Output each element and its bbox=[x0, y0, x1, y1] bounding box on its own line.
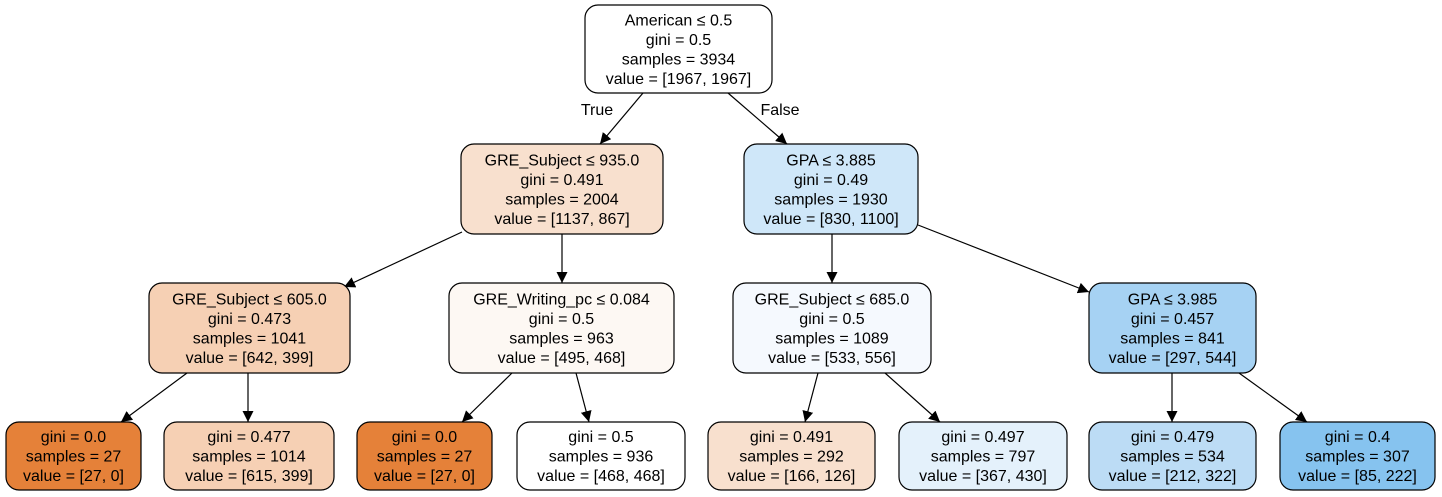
node-text-line: samples = 27 bbox=[26, 449, 122, 466]
node-text-line: GRE_Subject ≤ 935.0 bbox=[485, 152, 640, 169]
node-box bbox=[732, 282, 932, 374]
node-text-line: samples = 936 bbox=[549, 449, 654, 466]
node-text-line: samples = 841 bbox=[1120, 330, 1225, 347]
tree-node-n3: GRE_Subject ≤ 605.0 gini = 0.473 samples =… bbox=[148, 282, 351, 374]
node-text-line: samples = 1041 bbox=[193, 330, 307, 347]
node-text-line: gini = 0.4 bbox=[1325, 429, 1390, 446]
edge-label-false: False bbox=[760, 102, 799, 119]
node-text-line: samples = 1014 bbox=[192, 449, 306, 466]
node-text-line: value = [1967, 1967] bbox=[606, 71, 751, 88]
tree-node-l2: gini = 0.477 samples = 1014 value = [615, … bbox=[163, 421, 335, 491]
edge-n2-to-n6 bbox=[917, 224, 1090, 294]
node-text-line: value = [615, 399] bbox=[185, 468, 313, 485]
node-text-line: value = [1137, 867] bbox=[494, 211, 629, 228]
node-text-line: gini = 0.491 bbox=[520, 172, 603, 189]
edge-root-to-n2 bbox=[727, 92, 788, 145]
edge-n6-to-l8 bbox=[1238, 372, 1308, 423]
edge-n4-to-l3 bbox=[461, 372, 513, 423]
node-box bbox=[743, 143, 919, 235]
node-box bbox=[5, 421, 142, 491]
node-box bbox=[898, 421, 1068, 491]
node-text-line: GRE_Subject ≤ 685.0 bbox=[755, 291, 910, 308]
node-box bbox=[707, 421, 876, 491]
node-text-line: samples = 1930 bbox=[774, 191, 888, 208]
node-text-line: gini = 0.5 bbox=[799, 311, 864, 328]
node-text-line: value = [166, 126] bbox=[728, 468, 856, 485]
node-text-line: value = [27, 0] bbox=[374, 468, 475, 485]
node-text-line: value = [212, 322] bbox=[1109, 468, 1237, 485]
node-text-line: value = [367, 430] bbox=[919, 468, 1047, 485]
node-text-line: gini = 0.0 bbox=[392, 429, 457, 446]
tree-node-n1: GRE_Subject ≤ 935.0 gini = 0.491 samples =… bbox=[460, 143, 664, 235]
node-text-line: value = [27, 0] bbox=[23, 468, 124, 485]
node-text-line: gini = 0.479 bbox=[1131, 429, 1214, 446]
node-text-line: samples = 3934 bbox=[622, 51, 736, 68]
node-text-line: samples = 534 bbox=[1120, 449, 1225, 466]
edges bbox=[120, 92, 1308, 423]
node-text-line: value = [495, 468] bbox=[498, 350, 626, 367]
node-text-line: samples = 307 bbox=[1305, 449, 1410, 466]
nodes: American ≤ 0.5 gini = 0.5 samples = 3934 va… bbox=[5, 4, 1436, 491]
tree-node-n4: GRE_Writing_pc ≤ 0.084 gini = 0.5 samples … bbox=[448, 282, 675, 374]
node-text-line: samples = 2004 bbox=[505, 191, 619, 208]
node-text-line: gini = 0.5 bbox=[646, 32, 711, 49]
node-text-line: GRE_Writing_pc ≤ 0.084 bbox=[473, 291, 650, 308]
tree-node-l1: gini = 0.0 samples = 27 value = [27, 0] bbox=[5, 421, 142, 491]
node-text-line: gini = 0.491 bbox=[750, 429, 833, 446]
node-text-line: samples = 1089 bbox=[775, 330, 889, 347]
tree-node-n6: GPA ≤ 3.985 gini = 0.457 samples = 841 valu… bbox=[1088, 282, 1257, 374]
node-text-line: gini = 0.497 bbox=[941, 429, 1024, 446]
edge-n5-to-l5 bbox=[802, 372, 819, 423]
node-box bbox=[1088, 282, 1257, 374]
node-text-line: gini = 0.477 bbox=[207, 429, 290, 446]
edge-root-to-n1 bbox=[599, 92, 644, 145]
node-text-line: value = [533, 556] bbox=[768, 350, 896, 367]
edge-n5-to-l6 bbox=[884, 372, 941, 423]
edge-n4-to-l4 bbox=[575, 372, 592, 423]
edge-label-true: True bbox=[581, 102, 613, 119]
tree-node-l6: gini = 0.497 samples = 797 value = [367, 4… bbox=[898, 421, 1068, 491]
node-text-line: gini = 0.473 bbox=[208, 311, 291, 328]
node-text-line: GRE_Subject ≤ 605.0 bbox=[172, 291, 327, 308]
node-box bbox=[516, 421, 686, 491]
tree-node-root: American ≤ 0.5 gini = 0.5 samples = 3934 va… bbox=[584, 4, 773, 94]
node-text-line: value = [830, 1100] bbox=[763, 211, 898, 228]
node-box bbox=[1088, 421, 1257, 491]
edge-n3-to-l1 bbox=[120, 372, 188, 423]
node-text-line: samples = 292 bbox=[739, 449, 844, 466]
node-text-line: samples = 963 bbox=[509, 330, 614, 347]
node-box bbox=[148, 282, 351, 374]
node-text-line: GPA ≤ 3.885 bbox=[786, 152, 876, 169]
tree-node-l7: gini = 0.479 samples = 534 value = [212, 3… bbox=[1088, 421, 1257, 491]
tree-node-n2: GPA ≤ 3.885 gini = 0.49 samples = 1930 valu… bbox=[743, 143, 919, 235]
node-box bbox=[356, 421, 493, 491]
node-text-line: GPA ≤ 3.985 bbox=[1128, 291, 1218, 308]
node-text-line: gini = 0.49 bbox=[794, 172, 868, 189]
node-text-line: American ≤ 0.5 bbox=[625, 12, 733, 29]
node-text-line: samples = 797 bbox=[931, 449, 1036, 466]
node-box bbox=[163, 421, 335, 491]
node-text-line: samples = 27 bbox=[377, 449, 473, 466]
tree-node-l8: gini = 0.4 samples = 307 value = [85, 222] bbox=[1279, 421, 1436, 491]
node-box bbox=[584, 4, 773, 94]
tree-node-l5: gini = 0.491 samples = 292 value = [166, 1… bbox=[707, 421, 876, 491]
node-text-line: value = [85, 222] bbox=[1298, 468, 1417, 485]
node-box bbox=[1279, 421, 1436, 491]
tree-node-n5: GRE_Subject ≤ 685.0 gini = 0.5 samples = 1… bbox=[732, 282, 932, 374]
tree-node-l3: gini = 0.0 samples = 27 value = [27, 0] bbox=[356, 421, 493, 491]
node-box bbox=[460, 143, 664, 235]
node-text-line: value = [468, 468] bbox=[537, 468, 665, 485]
node-text-line: gini = 0.5 bbox=[529, 311, 594, 328]
edge-n1-to-n3 bbox=[343, 231, 463, 288]
tree-node-l4: gini = 0.5 samples = 936 value = [468, 468… bbox=[516, 421, 686, 491]
node-text-line: value = [297, 544] bbox=[1109, 350, 1237, 367]
node-text-line: value = [642, 399] bbox=[186, 350, 314, 367]
node-text-line: gini = 0.457 bbox=[1131, 311, 1214, 328]
node-text-line: gini = 0.0 bbox=[41, 429, 106, 446]
node-text-line: gini = 0.5 bbox=[568, 429, 633, 446]
node-box bbox=[448, 282, 675, 374]
